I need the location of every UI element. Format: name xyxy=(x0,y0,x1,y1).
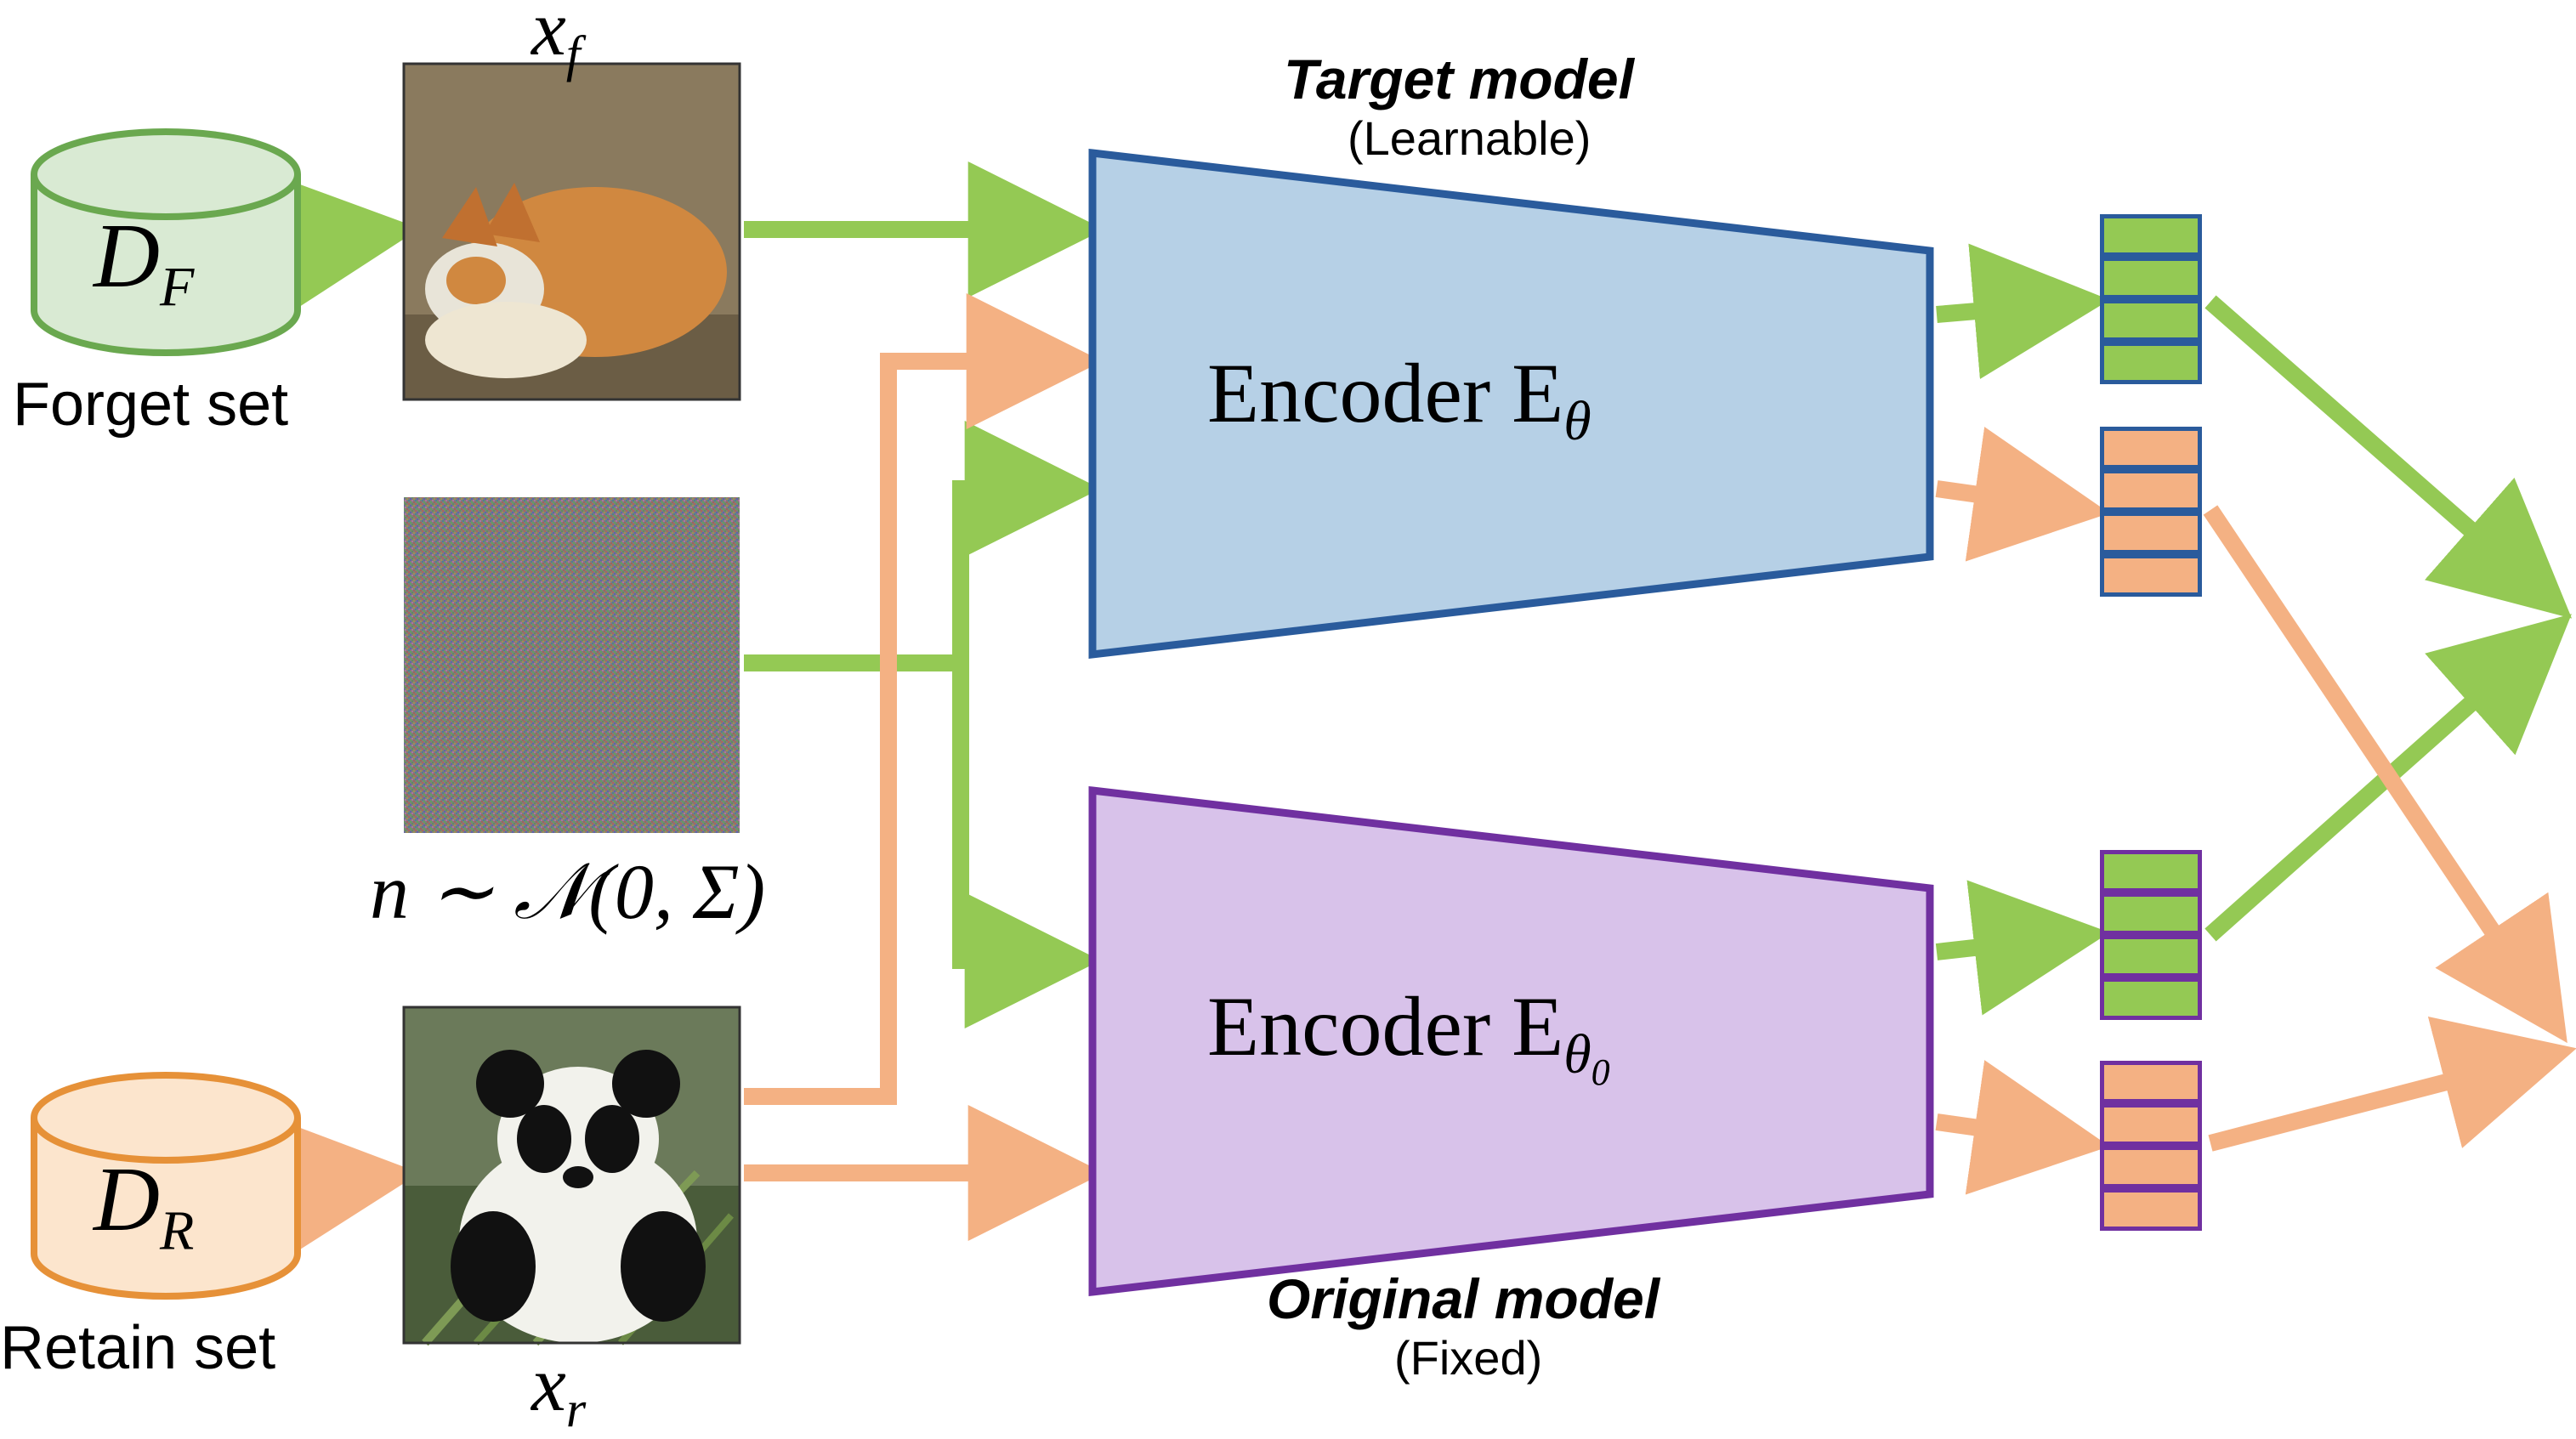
label-retain-set: Retain set xyxy=(0,1313,275,1383)
vector-target-retain xyxy=(2100,427,2202,597)
label-forget-set: Forget set xyxy=(13,370,288,439)
label-target-sub: (Learnable) xyxy=(1348,110,1591,166)
label-target-title: Target model xyxy=(1284,47,1634,111)
arrow-original-to-vec4 xyxy=(1937,1122,2087,1143)
arrow-original-to-vec3 xyxy=(1937,935,2087,952)
arrow-xr-to-target xyxy=(744,361,1080,1096)
label-encoder-original: Encoder Eθ0 xyxy=(1207,977,1610,1094)
image-fox xyxy=(404,64,740,399)
vector-original-forget xyxy=(2100,850,2202,1020)
arrow-noise-to-original xyxy=(744,663,1078,960)
vector-target-forget xyxy=(2100,214,2202,384)
arrow-target-to-vec2 xyxy=(1937,489,2087,510)
arrow-noise-to-target xyxy=(744,489,1078,663)
arrow-vec2-to-loss xyxy=(2210,510,2555,1024)
vector-original-retain xyxy=(2100,1061,2202,1231)
image-noise xyxy=(404,497,740,833)
arrow-dr-to-xr xyxy=(298,1176,395,1186)
arrow-vec4-to-loss xyxy=(2210,1054,2555,1143)
label-original-title: Original model xyxy=(1267,1266,1660,1331)
arrow-vec3-to-loss xyxy=(2210,629,2555,935)
arrow-target-to-vec1 xyxy=(1937,302,2087,314)
label-xr: xr xyxy=(531,1339,586,1439)
label-df: DF xyxy=(94,204,194,320)
label-noise: n ∼ 𝒩(0, Σ) xyxy=(370,846,765,938)
arrow-vec1-to-loss xyxy=(2210,302,2555,603)
label-original-sub: (Fixed) xyxy=(1394,1330,1542,1385)
arrow-df-to-xf xyxy=(298,231,395,242)
label-encoder-target: Encoder Eθ xyxy=(1207,344,1592,454)
label-dr: DR xyxy=(94,1147,194,1264)
image-panda xyxy=(404,1007,740,1343)
label-xf: xf xyxy=(531,0,581,83)
